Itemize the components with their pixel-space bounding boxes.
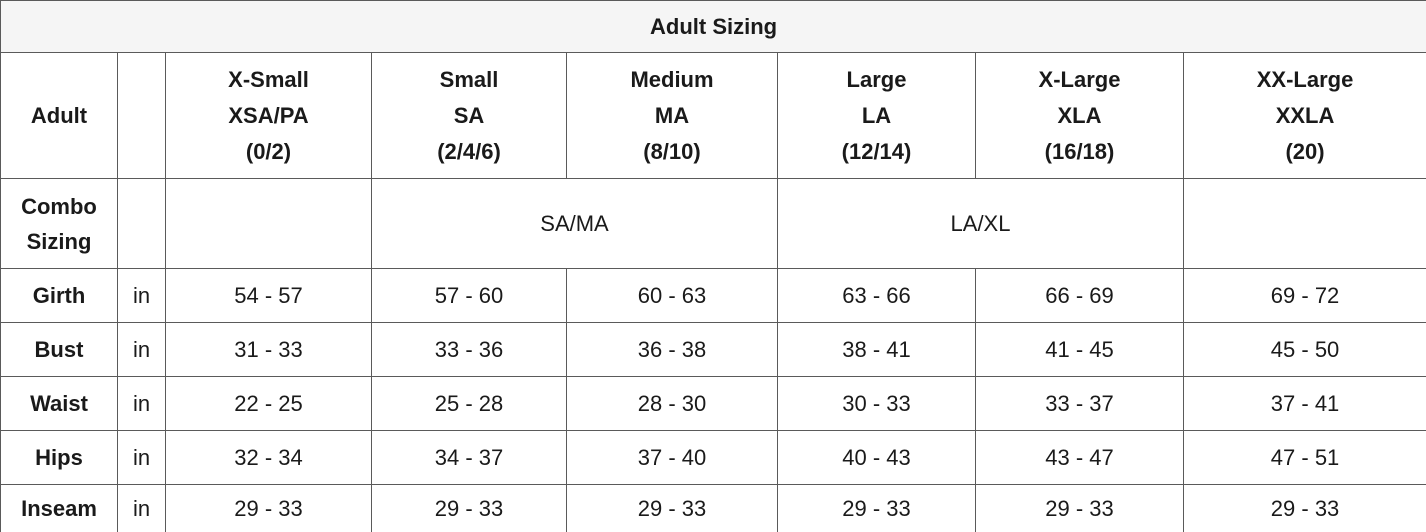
size-header-line: (16/18): [1044, 138, 1115, 164]
table-title: Adult Sizing: [0, 0, 1426, 53]
title-row: Adult Sizing: [0, 0, 1426, 53]
row-label: Hips: [0, 430, 118, 485]
row-label: Girth: [0, 268, 118, 323]
size-header-line: (12/14): [841, 138, 912, 164]
size-header-line: (0/2): [245, 138, 292, 164]
measurement: 40 - 43: [777, 430, 976, 485]
measurement: 37 - 40: [566, 430, 778, 485]
measurement: 31 - 33: [165, 322, 372, 377]
measurement: 25 - 28: [371, 376, 567, 431]
combo-row: Combo Sizing SA/MA LA/XL: [0, 178, 1426, 269]
size-header-line: SA: [453, 102, 485, 128]
cell: [165, 178, 372, 269]
data-row: Girth in 54 - 57 57 - 60 60 - 63 63 - 66 66 - …: [0, 268, 1426, 323]
size-header: Medium MA (8/10): [566, 52, 778, 179]
combo-group: LA/XL: [777, 178, 1184, 269]
size-header: X-Small XSA/PA (0/2): [165, 52, 372, 179]
measurement: 47 - 51: [1182, 430, 1426, 485]
measurement: 29 - 33: [777, 484, 976, 532]
measurement: 29 - 33: [975, 484, 1184, 532]
size-header: Large LA (12/14): [777, 52, 976, 179]
size-header-line: XX-Large: [1256, 66, 1354, 92]
measurement: 29 - 33: [566, 484, 778, 532]
data-row: Inseam in 29 - 33 29 - 33 29 - 33 29 - 33 29 -…: [0, 484, 1426, 532]
measurement: 33 - 37: [975, 376, 1184, 431]
size-header: XX-Large XXLA (20): [1182, 52, 1426, 179]
data-row: Hips in 32 - 34 34 - 37 37 - 40 40 - 43 43 - 4…: [0, 430, 1426, 485]
header-label: Adult: [0, 52, 118, 179]
measurement: 41 - 45: [975, 322, 1184, 377]
measurement: 63 - 66: [777, 268, 976, 323]
size-header-line: Large: [846, 66, 907, 92]
measurement: 43 - 47: [975, 430, 1184, 485]
size-header-line: (8/10): [643, 138, 701, 164]
size-header-line: XLA: [1057, 102, 1102, 128]
data-row: Waist in 22 - 25 25 - 28 28 - 30 30 - 33 33 - …: [0, 376, 1426, 431]
measurement: 37 - 41: [1182, 376, 1426, 431]
unit: in: [117, 322, 166, 377]
size-header-line: MA: [654, 102, 690, 128]
cell: [117, 178, 166, 269]
measurement: 57 - 60: [371, 268, 567, 323]
unit: in: [117, 268, 166, 323]
measurement: 28 - 30: [566, 376, 778, 431]
measurement: 66 - 69: [975, 268, 1184, 323]
size-header-line: XSA/PA: [228, 102, 309, 128]
unit: in: [117, 484, 166, 532]
measurement: 33 - 36: [371, 322, 567, 377]
measurement: 22 - 25: [165, 376, 372, 431]
size-header-line: (20): [1285, 138, 1325, 164]
size-header-line: (2/4/6): [437, 138, 501, 164]
unit-header: [117, 52, 166, 179]
measurement: 32 - 34: [165, 430, 372, 485]
cell: [1182, 178, 1426, 269]
size-header-line: Medium: [630, 66, 714, 92]
size-header: Small SA (2/4/6): [371, 52, 567, 179]
measurement: 38 - 41: [777, 322, 976, 377]
data-row: Bust in 31 - 33 33 - 36 36 - 38 38 - 41 41 - 4…: [0, 322, 1426, 377]
combo-label: Combo Sizing: [0, 178, 118, 269]
size-header-line: X-Large: [1038, 66, 1121, 92]
measurement: 54 - 57: [165, 268, 372, 323]
measurement: 60 - 63: [566, 268, 778, 323]
measurement: 34 - 37: [371, 430, 567, 485]
measurement: 45 - 50: [1182, 322, 1426, 377]
size-header-line: X-Small: [228, 66, 309, 92]
measurement: 69 - 72: [1182, 268, 1426, 323]
unit: in: [117, 376, 166, 431]
size-header-line: LA: [861, 102, 892, 128]
row-label: Bust: [0, 322, 118, 377]
measurement: 29 - 33: [165, 484, 372, 532]
header-row: Adult X-Small XSA/PA (0/2) Small SA (2/4/6) Me…: [0, 52, 1426, 179]
measurement: 29 - 33: [371, 484, 567, 532]
row-label: Inseam: [0, 484, 118, 532]
size-header-line: XXLA: [1275, 102, 1335, 128]
size-header-line: Small: [439, 66, 499, 92]
row-label: Waist: [0, 376, 118, 431]
size-header: X-Large XLA (16/18): [975, 52, 1184, 179]
measurement: 36 - 38: [566, 322, 778, 377]
unit: in: [117, 430, 166, 485]
combo-group: SA/MA: [371, 178, 778, 269]
measurement: 30 - 33: [777, 376, 976, 431]
measurement: 29 - 33: [1182, 484, 1426, 532]
